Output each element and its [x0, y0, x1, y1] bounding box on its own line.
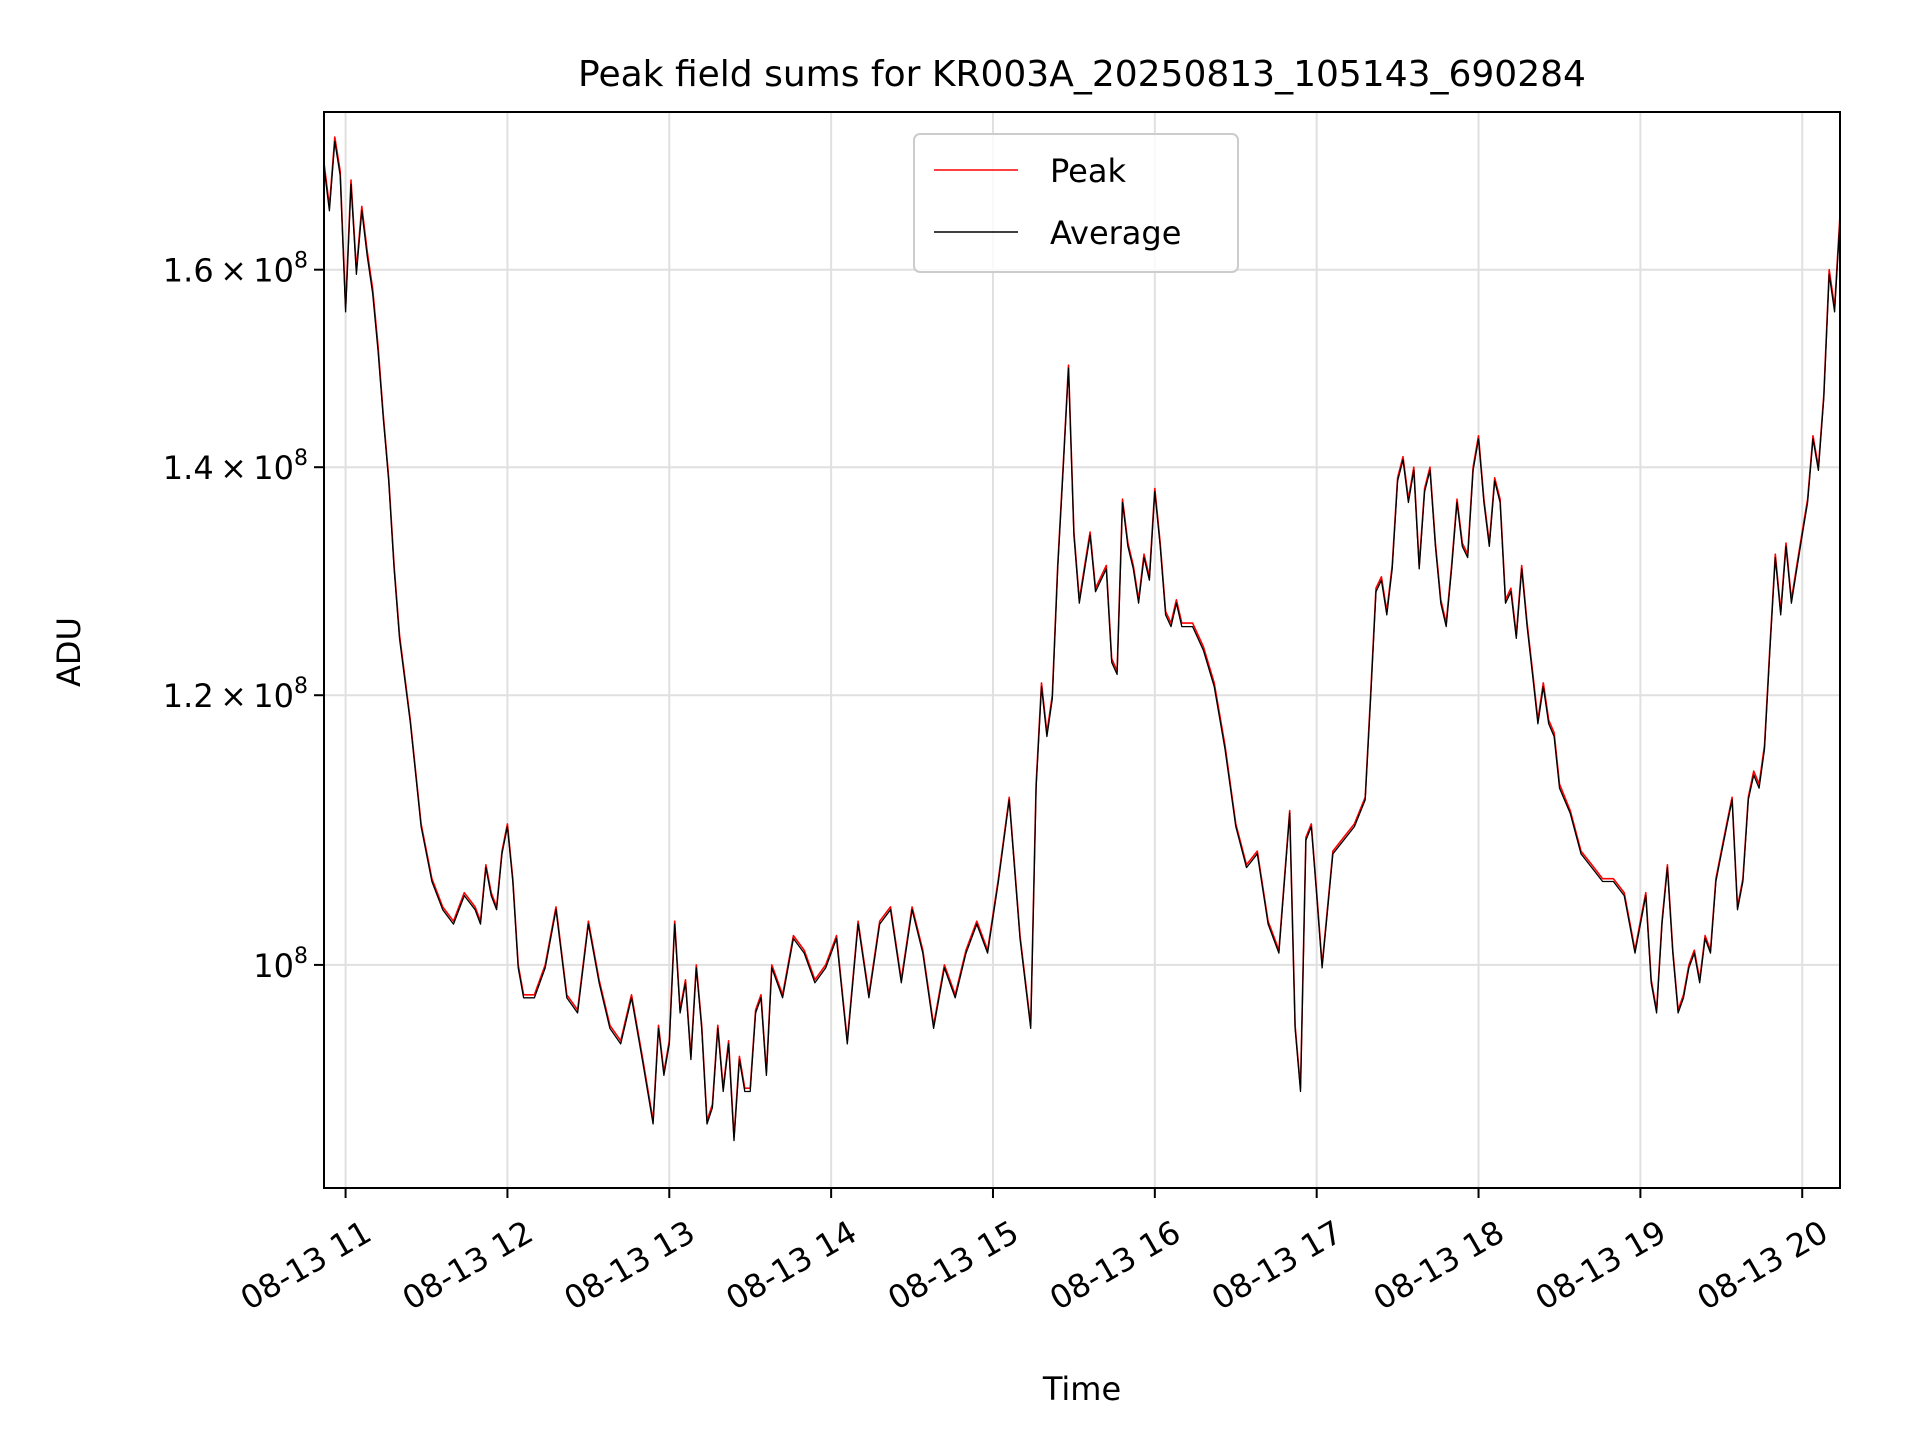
legend: Peak Average	[913, 133, 1239, 273]
series-layer	[323, 136, 1841, 1142]
legend-box	[913, 133, 1239, 273]
y-axis-label: ADU	[50, 617, 88, 687]
y-tick-label: 108	[253, 944, 308, 985]
y-axis-ticks: 108 1.2 × 108 1.4 × 108 1.6 × 108	[163, 249, 324, 985]
series-line-average	[323, 140, 1841, 1142]
y-tick-label: 1.2 × 108	[163, 674, 308, 715]
legend-label-peak: Peak	[1050, 152, 1126, 190]
chart-title: Peak field sums for KR003A_20250813_1051…	[578, 54, 1586, 95]
y-tick-label: 1.4 × 108	[163, 446, 308, 487]
y-tick-label: 1.6 × 108	[163, 249, 308, 290]
legend-label-average: Average	[1050, 214, 1181, 252]
x-axis-label: Time	[1042, 1370, 1121, 1408]
plot-area	[324, 112, 1840, 1188]
plot-frame	[323, 111, 1841, 1189]
